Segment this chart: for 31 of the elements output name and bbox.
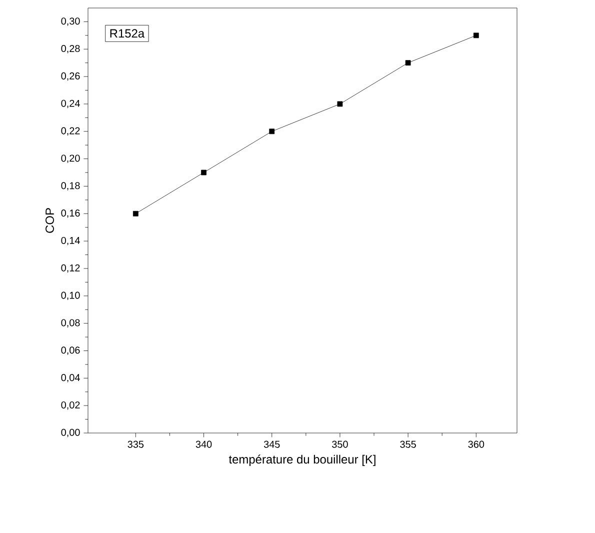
y-tick-label: 0,00	[61, 428, 80, 438]
y-tick-label: 0,24	[61, 100, 80, 108]
y-tick-label: 0,12	[61, 264, 80, 273]
y-tick-label: 0,06	[61, 346, 80, 355]
y-tick-label: 0,16	[61, 210, 80, 218]
y-tick-label: 0,14	[61, 236, 80, 246]
y-axis-title: COP	[46, 208, 54, 233]
annotation: R152a	[110, 29, 145, 38]
y-tick-label: 0,02	[61, 401, 80, 410]
y-tick-label: 0,08	[61, 319, 80, 328]
x-tick-label: 345	[264, 440, 280, 448]
y-tick-label: 0,30	[61, 18, 80, 26]
x-tick-label: 340	[196, 440, 212, 448]
x-tick-label: 350	[332, 440, 348, 448]
y-tick-label: 0,26	[61, 72, 80, 81]
x-tick-label: 335	[128, 440, 144, 448]
x-tick-label: 360	[468, 440, 484, 448]
point	[269, 128, 275, 134]
y-tick-label: 0,28	[61, 45, 80, 54]
x-axis-title: température du bouilleur [K]	[228, 454, 376, 466]
point	[337, 101, 343, 107]
point	[132, 210, 138, 216]
y-tick-label: 0,22	[61, 127, 80, 136]
point	[201, 170, 206, 176]
y-tick-label: 0,20	[61, 154, 80, 163]
y-tick-label: 0,04	[61, 374, 80, 382]
point	[405, 60, 411, 66]
y-tick-label: 0,10	[61, 292, 80, 300]
y-tick-label: 0,18	[61, 182, 80, 190]
x-tick-label: 355	[400, 440, 416, 448]
point	[473, 32, 479, 38]
